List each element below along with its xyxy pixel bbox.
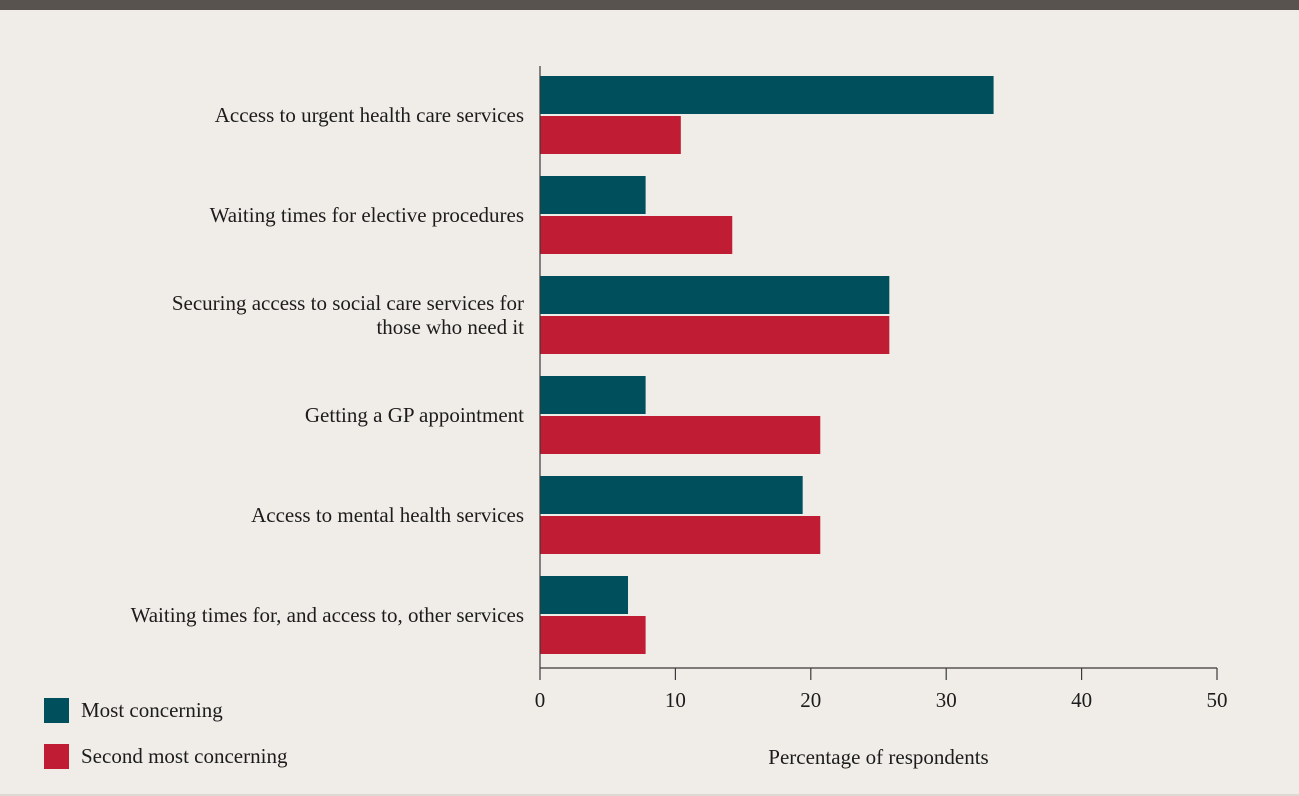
legend-item-most: Most concerning <box>44 698 223 723</box>
top-bar <box>0 0 1299 10</box>
bars-group <box>540 76 994 654</box>
category-label-line: Waiting times for, and access to, other … <box>131 603 524 627</box>
category-label-line: those who need it <box>376 315 524 339</box>
legend-item-second: Second most concerning <box>44 744 287 769</box>
x-tick-label-4: 40 <box>1071 688 1092 712</box>
bottom-rule <box>0 794 1299 796</box>
bar-most-5 <box>540 576 629 614</box>
bar-second-4 <box>540 516 821 554</box>
x-tick-label-3: 30 <box>936 688 957 712</box>
x-tick-label-0: 0 <box>535 688 546 712</box>
bar-most-4 <box>540 476 803 514</box>
category-label-2: Securing access to social care services … <box>172 291 524 339</box>
legend-swatch-second <box>44 744 69 769</box>
category-label-line: Securing access to social care services … <box>172 291 524 315</box>
bar-most-2 <box>540 276 890 314</box>
bar-second-0 <box>540 116 681 154</box>
legend-label-most: Most concerning <box>81 698 223 722</box>
category-label-line: Waiting times for elective procedures <box>210 203 524 227</box>
bar-most-3 <box>540 376 646 414</box>
category-label-4: Access to mental health services <box>251 503 524 527</box>
legend-swatch-most <box>44 698 69 723</box>
x-tick-label-1: 10 <box>665 688 686 712</box>
bar-most-0 <box>540 76 994 114</box>
bar-second-1 <box>540 216 733 254</box>
x-ticks: 0 10 20 30 40 50 <box>535 668 1228 712</box>
category-label-3: Getting a GP appointment <box>305 403 524 427</box>
bar-second-3 <box>540 416 821 454</box>
legend-label-second: Second most concerning <box>81 744 288 768</box>
x-tick-label-5: 50 <box>1207 688 1228 712</box>
bar-most-1 <box>540 176 646 214</box>
category-labels: Access to urgent health care services Wai… <box>131 103 525 627</box>
bar-second-5 <box>540 616 646 654</box>
category-label-line: Access to mental health services <box>251 503 524 527</box>
category-label-line: Getting a GP appointment <box>305 403 524 427</box>
category-label-5: Waiting times for, and access to, other … <box>131 603 524 627</box>
x-axis-title: Percentage of respondents <box>768 745 988 769</box>
category-label-0: Access to urgent health care services <box>215 103 524 127</box>
category-label-line: Access to urgent health care services <box>215 103 524 127</box>
bar-second-2 <box>540 316 890 354</box>
x-tick-label-2: 20 <box>800 688 821 712</box>
category-label-1: Waiting times for elective procedures <box>210 203 524 227</box>
